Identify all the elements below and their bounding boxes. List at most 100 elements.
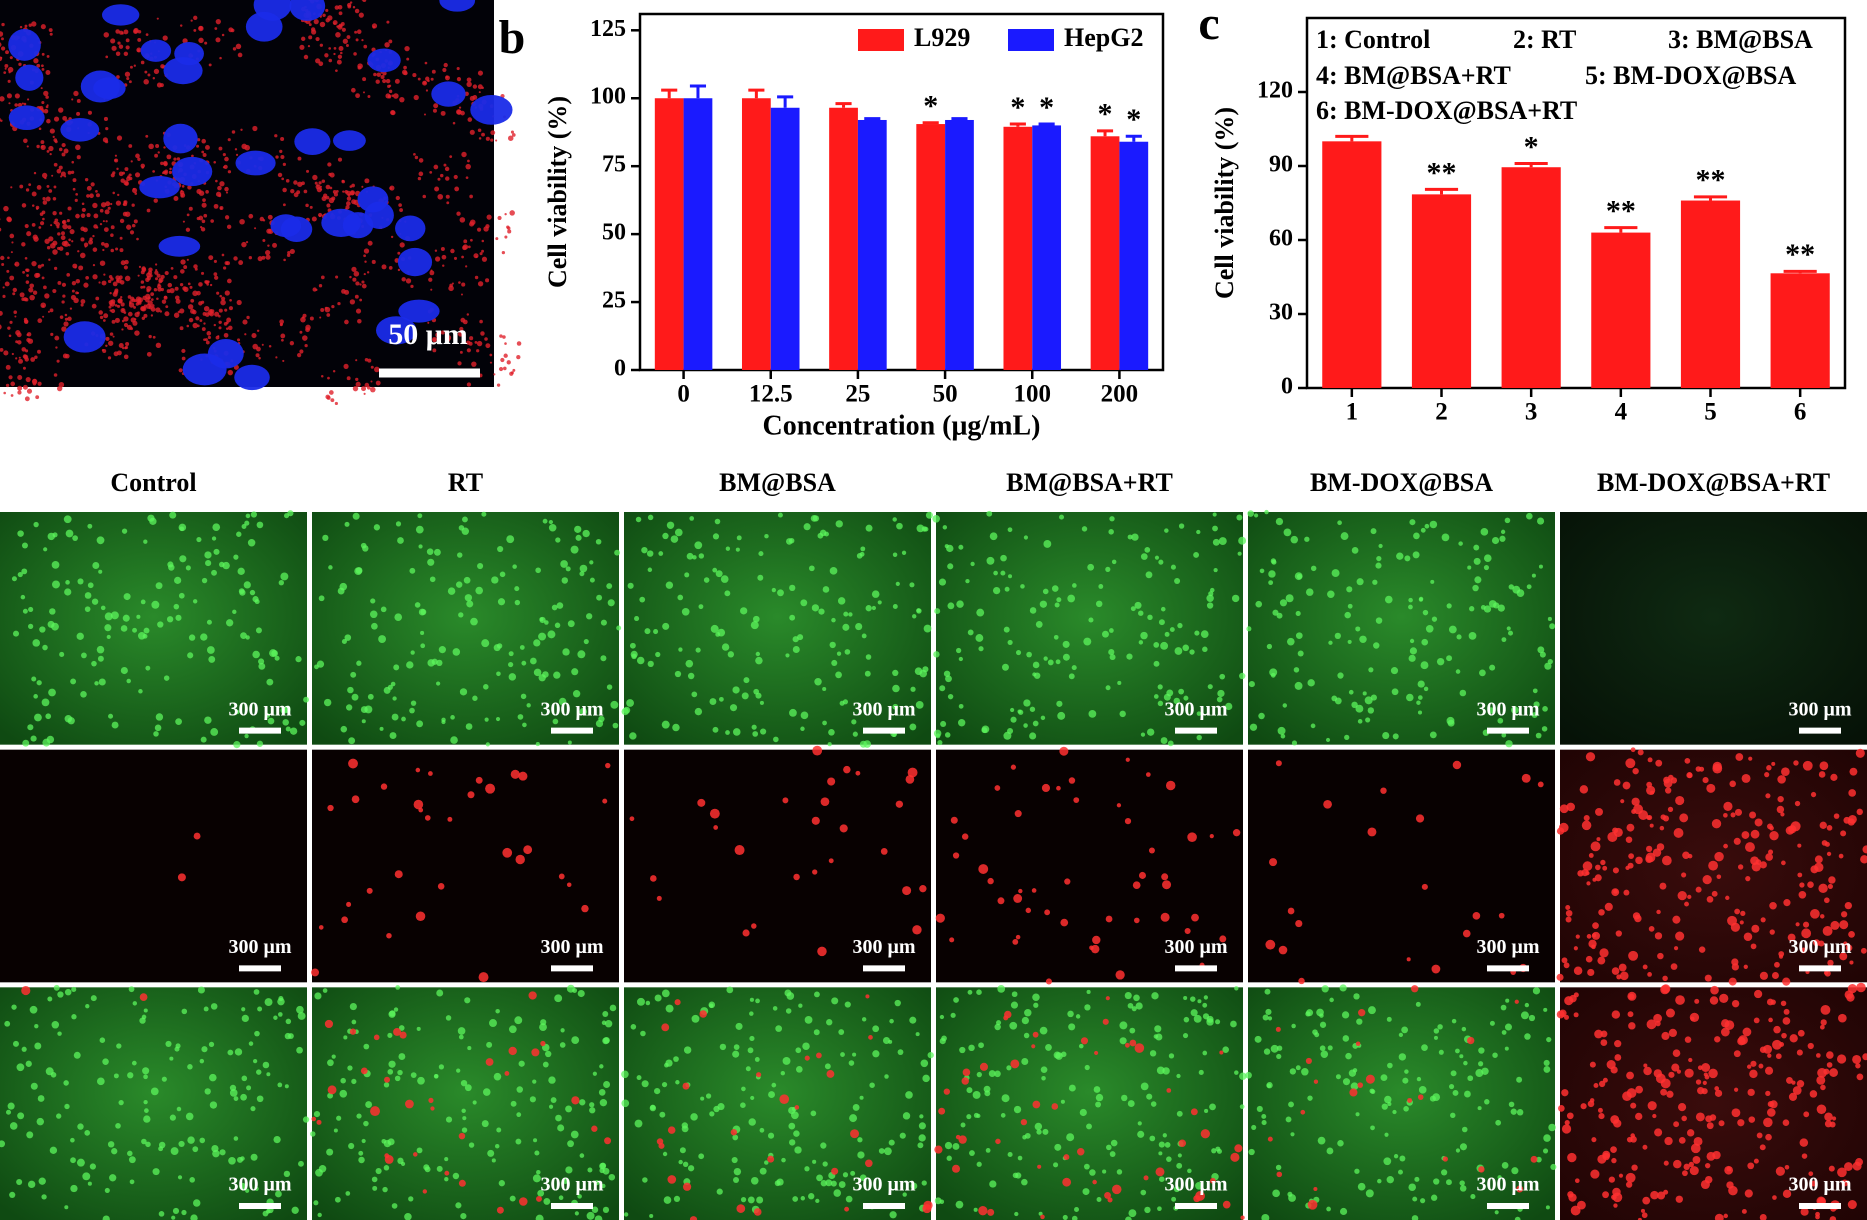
red-speckle: [143, 79, 149, 85]
live-cell: [985, 1147, 991, 1153]
live-cell: [465, 723, 473, 730]
live-cell: [1305, 1011, 1311, 1017]
live-cell: [121, 528, 128, 534]
live-cell: [789, 708, 797, 717]
live-cell: [1494, 1210, 1499, 1215]
live-cell: [211, 536, 217, 541]
live-cell: [1399, 1155, 1406, 1162]
dead-cell: [1417, 1094, 1424, 1100]
red-speckle: [481, 239, 485, 243]
micrograph: 300 μm: [1245, 984, 1557, 1220]
red-speckle: [137, 49, 141, 53]
live-cell: [409, 567, 416, 574]
red-speckle: [461, 255, 464, 259]
live-cell: [748, 1118, 756, 1126]
live-cell: [318, 595, 325, 602]
red-speckle: [213, 160, 217, 164]
dead-cell: [1618, 963, 1627, 972]
red-speckle: [376, 72, 381, 77]
live-cell: [966, 1087, 973, 1094]
dead-cell: [1566, 802, 1575, 812]
live-cell: [28, 623, 34, 630]
live-cell: [640, 1030, 646, 1037]
live-cell: [792, 646, 800, 654]
live-cell: [800, 711, 809, 720]
dead-cell: [1809, 1090, 1818, 1098]
live-cell: [354, 567, 363, 576]
dead-cell: [1824, 970, 1831, 977]
live-cell: [831, 659, 838, 666]
live-cell: [227, 1049, 234, 1056]
live-cell: [967, 989, 973, 995]
live-cell: [547, 630, 556, 639]
live-cell: [106, 634, 111, 640]
live-cell: [645, 1000, 651, 1006]
live-cell: [1473, 544, 1480, 551]
micrograph-background: [1560, 512, 1867, 745]
live-cell: [398, 1053, 406, 1060]
red-speckle: [200, 271, 205, 275]
nucleus: [470, 94, 513, 125]
red-speckle: [29, 283, 35, 289]
red-speckle: [388, 94, 391, 98]
dead-cell: [1558, 822, 1569, 833]
red-speckle: [430, 77, 434, 81]
red-speckle: [42, 172, 48, 179]
live-cell: [1459, 1143, 1468, 1151]
red-speckle: [349, 275, 352, 279]
live-cell: [733, 1044, 740, 1050]
red-speckle: [321, 374, 324, 378]
red-speckle: [152, 335, 156, 339]
dead-cell: [1838, 1013, 1847, 1023]
red-speckle: [110, 248, 115, 253]
dead-cell: [393, 1027, 402, 1036]
live-cell: [589, 577, 595, 583]
live-cell: [863, 740, 872, 748]
live-cell: [1480, 528, 1489, 536]
dead-cell: [1847, 983, 1858, 994]
live-cell: [1487, 707, 1495, 714]
red-speckle: [235, 153, 239, 156]
live-cell: [498, 1180, 505, 1187]
red-speckle: [50, 332, 54, 336]
live-cell: [845, 1195, 853, 1203]
dead-cell: [1838, 853, 1844, 859]
live-cell: [485, 742, 490, 747]
red-speckle: [188, 317, 194, 323]
micrograph: 300 μm: [1556, 747, 1867, 986]
significance-mark: **: [1785, 238, 1815, 271]
dead-cell: [1814, 862, 1824, 873]
live-cell: [1164, 1142, 1171, 1148]
live-cell: [663, 1196, 672, 1204]
dead-cell: [820, 797, 830, 807]
live-cell: [1310, 565, 1317, 572]
live-cell: [939, 685, 946, 692]
red-speckle: [146, 286, 152, 292]
live-cell: [902, 1112, 911, 1120]
dead-cell: [1625, 865, 1630, 870]
dead-cell: [1728, 977, 1737, 986]
live-cell: [92, 561, 100, 569]
live-cell: [456, 1068, 461, 1073]
live-cell: [208, 1041, 215, 1047]
red-speckle: [361, 38, 364, 42]
dead-cell: [1305, 1057, 1312, 1064]
dead-cell: [1588, 853, 1594, 858]
red-speckle: [149, 274, 153, 278]
live-cell: [795, 1066, 803, 1073]
red-speckle: [120, 302, 125, 307]
red-speckle: [42, 200, 48, 205]
live-cell: [715, 631, 721, 637]
live-cell: [1265, 1008, 1272, 1016]
dead-cell: [1313, 1079, 1319, 1084]
live-cell: [1157, 1206, 1162, 1212]
red-speckle: [479, 319, 483, 324]
red-speckle: [363, 254, 366, 258]
live-cell: [1219, 673, 1226, 680]
live-cell: [829, 641, 836, 649]
live-cell: [947, 563, 954, 570]
live-cell: [860, 546, 866, 552]
dead-cell: [1776, 805, 1785, 814]
red-speckle: [340, 51, 343, 55]
scale-label: 300 μm: [1477, 1174, 1540, 1196]
